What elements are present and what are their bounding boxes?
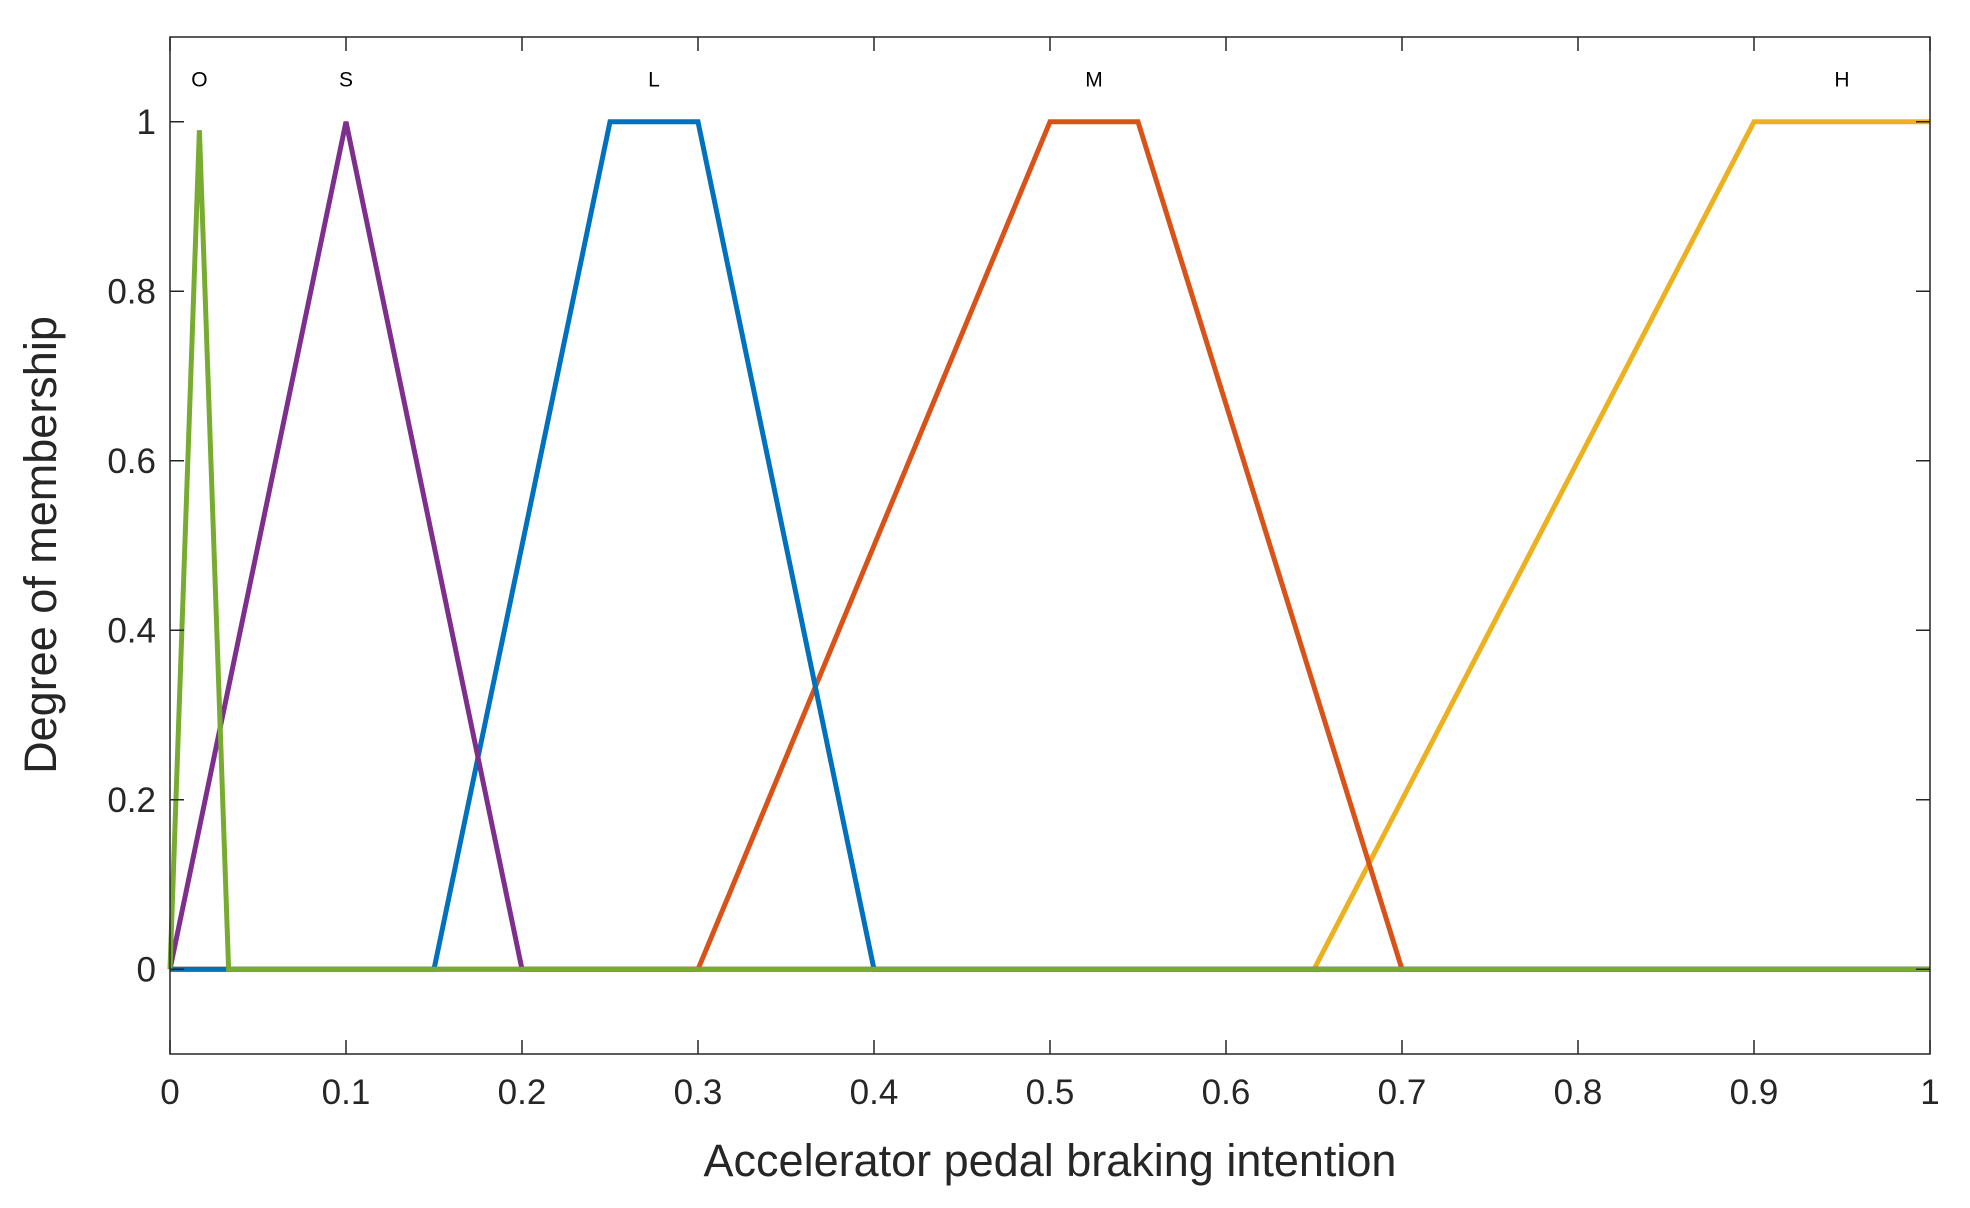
y-tick-label: 0.4 [107, 611, 156, 650]
series-layer [167, 119, 1930, 972]
x-tick-label: 0.2 [498, 1073, 547, 1112]
y-axis-title: Degree of membership [15, 316, 66, 774]
series-label-o: O [191, 68, 207, 91]
series-label-s: S [339, 68, 353, 91]
series-label-l: L [648, 68, 660, 91]
x-tick-label: 0 [160, 1073, 179, 1112]
x-tick-label: 0.1 [322, 1073, 371, 1112]
x-axis-title: Accelerator pedal braking intention [704, 1135, 1397, 1186]
y-tick-label: 1 [137, 103, 156, 142]
x-tick-label: 0.6 [1202, 1073, 1251, 1112]
plot-area-background [170, 37, 1930, 1054]
x-tick-label: 0.7 [1378, 1073, 1427, 1112]
y-tick-label: 0.8 [107, 272, 156, 311]
series-line-o [167, 130, 1930, 972]
x-tick-label: 0.3 [674, 1073, 723, 1112]
series-label-h: H [1834, 68, 1849, 91]
series-label-m: M [1085, 68, 1103, 91]
y-tick-label: 0.6 [107, 442, 156, 481]
x-tick-label: 0.4 [850, 1073, 899, 1112]
x-tick-label: 0.9 [1730, 1073, 1779, 1112]
x-tick-label: 0.8 [1554, 1073, 1603, 1112]
x-tick-label: 0.5 [1026, 1073, 1075, 1112]
tick-layer: 0 0.1 0.2 0.3 0.4 0.5 0.6 0.7 0.8 0.9 1 0 0.2 0.4 0.6 0… [107, 37, 1940, 1112]
x-tick-label: 1 [1920, 1073, 1939, 1112]
y-tick-label: 0 [137, 950, 156, 989]
y-tick-label: 0.2 [107, 781, 156, 820]
